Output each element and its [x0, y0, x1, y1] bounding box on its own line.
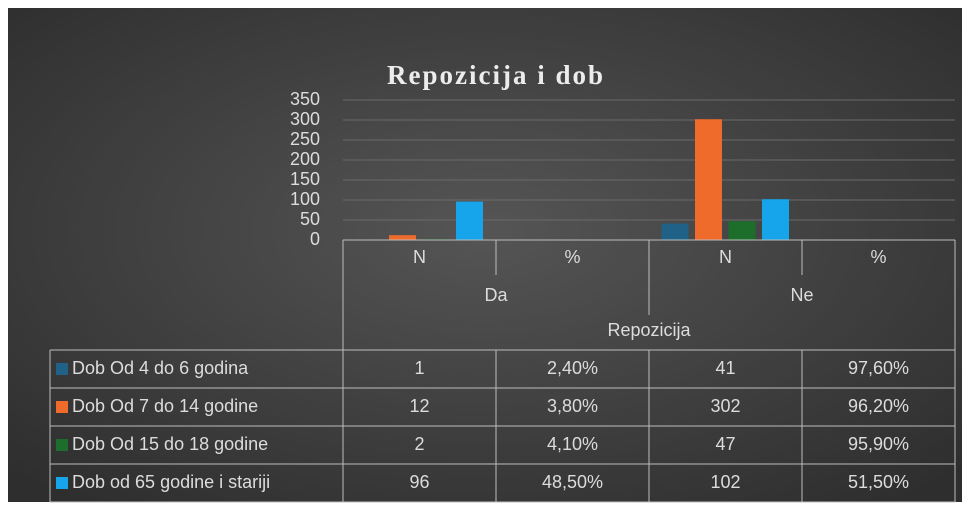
- table-cell: 1: [414, 358, 424, 378]
- legend-key: [56, 401, 68, 413]
- table-cell: 47: [715, 434, 735, 454]
- x-group-label: Ne: [790, 285, 813, 305]
- table-cell: 48,50%: [542, 472, 603, 492]
- table-cell: 102: [710, 472, 740, 492]
- bar: [389, 235, 416, 240]
- table-cell: 4,10%: [547, 434, 598, 454]
- x-group-label: Da: [484, 285, 508, 305]
- y-tick-label: 200: [290, 149, 320, 169]
- chart-title: Repozicija i dob: [387, 60, 605, 90]
- bar: [762, 199, 789, 240]
- table-cell: 96,20%: [848, 396, 909, 416]
- x-axis-label: Repozicija: [607, 320, 691, 340]
- table-cell: 2,40%: [547, 358, 598, 378]
- legend-key: [56, 477, 68, 489]
- table-cell: 51,50%: [848, 472, 909, 492]
- table-cell: 12: [409, 396, 429, 416]
- table-cell: 95,90%: [848, 434, 909, 454]
- y-tick-label: 100: [290, 189, 320, 209]
- y-tick-label: 150: [290, 169, 320, 189]
- legend-key: [56, 439, 68, 451]
- bar: [456, 202, 483, 240]
- legend-label: Dob Od 15 do 18 godine: [72, 434, 268, 454]
- y-tick-label: 0: [310, 229, 320, 249]
- table-cell: 41: [715, 358, 735, 378]
- bar: [729, 221, 756, 240]
- bar: [662, 224, 689, 240]
- y-tick-label: 350: [290, 89, 320, 109]
- y-tick-label: 50: [300, 209, 320, 229]
- y-tick-label: 250: [290, 129, 320, 149]
- x-tick-label: %: [564, 247, 580, 267]
- table-cell: 97,60%: [848, 358, 909, 378]
- table-cell: 302: [710, 396, 740, 416]
- legend-label: Dob od 65 godine i stariji: [72, 472, 270, 492]
- table-cell: 3,80%: [547, 396, 598, 416]
- x-tick-label: N: [413, 247, 426, 267]
- x-tick-label: %: [870, 247, 886, 267]
- table-cell: 2: [414, 434, 424, 454]
- legend-label: Dob Od 7 do 14 godine: [72, 396, 258, 416]
- legend-key: [56, 363, 68, 375]
- legend-label: Dob Od 4 do 6 godina: [72, 358, 249, 378]
- table-cell: 96: [409, 472, 429, 492]
- bar: [695, 119, 722, 240]
- y-tick-label: 300: [290, 109, 320, 129]
- x-tick-label: N: [719, 247, 732, 267]
